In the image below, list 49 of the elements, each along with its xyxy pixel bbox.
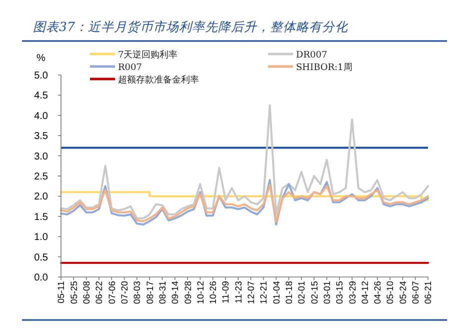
x-tick-label: 12-07 xyxy=(246,281,256,304)
x-tick-label: 05-11 xyxy=(56,281,66,304)
y-tick-label: 4.5 xyxy=(34,90,48,102)
y-tick-label: 3.5 xyxy=(34,131,48,142)
line-series xyxy=(60,104,429,220)
x-tick-label: 10-12 xyxy=(195,281,206,304)
x-tick-label: 06-08 xyxy=(82,281,92,304)
x-tick-label: 11-23 xyxy=(233,281,244,304)
x-tick-label: 12-21 xyxy=(258,281,269,304)
x-tick-label: 11-09 xyxy=(220,281,231,304)
x-tick-label: 10-26 xyxy=(208,281,218,304)
y-tick-label: 4.0 xyxy=(34,110,48,122)
legend-label: 超额存款准备金利率 xyxy=(118,74,199,86)
x-tick-label: 09-28 xyxy=(182,281,193,304)
x-tick-label: 01-04 xyxy=(271,281,282,304)
y-tick-label: 0.0 xyxy=(34,272,48,284)
x-tick-label: 06-07 xyxy=(410,281,421,304)
y-tick-label: 1.5 xyxy=(34,212,48,223)
x-tick-label: 06-22 xyxy=(94,281,104,304)
x-tick-label: 02-01 xyxy=(296,281,307,304)
x-tick-label: 08-17 xyxy=(144,281,155,304)
x-tick-label: 05-25 xyxy=(68,281,79,304)
legend-label: DR007 xyxy=(296,50,328,60)
y-tick-label: 0.5 xyxy=(34,252,48,264)
chart-title: 图表37：近半月货币市场利率先降后升，整体略有分化 xyxy=(33,19,349,34)
x-tick-label: 03-01 xyxy=(322,281,332,304)
y-axis-title: % xyxy=(36,53,46,64)
x-tick-label: 04-12 xyxy=(360,281,370,304)
y-tick-label: 2.0 xyxy=(34,192,48,203)
x-tick-label: 01-18 xyxy=(284,281,294,304)
y-tick-label: 2.5 xyxy=(34,172,48,182)
x-tick-label: 07-20 xyxy=(119,281,130,304)
x-tick-label: 05-24 xyxy=(398,281,408,304)
x-tick-label: 05-10 xyxy=(385,281,396,304)
x-tick-label: 06-21 xyxy=(423,281,434,304)
x-tick-label: 08-03 xyxy=(132,281,142,304)
y-tick-label: 1.0 xyxy=(34,232,48,244)
legend-label: SHIBOR:1周 xyxy=(296,62,352,73)
legend-label: R007 xyxy=(118,63,142,73)
x-tick-label: 07-06 xyxy=(106,281,117,304)
x-tick-label: 03-29 xyxy=(347,281,358,304)
x-tick-label: 04-26 xyxy=(372,281,383,304)
y-tick-label: 5.0 xyxy=(34,70,48,82)
y-tick-label: 3.0 xyxy=(34,151,48,162)
x-tick-label: 02-15 xyxy=(309,281,320,304)
legend-label: 7天逆回购利率 xyxy=(118,50,178,60)
x-tick-label: 09-14 xyxy=(170,281,180,304)
x-tick-label: 03-15 xyxy=(334,281,345,304)
x-tick-label: 08-31 xyxy=(157,281,168,304)
